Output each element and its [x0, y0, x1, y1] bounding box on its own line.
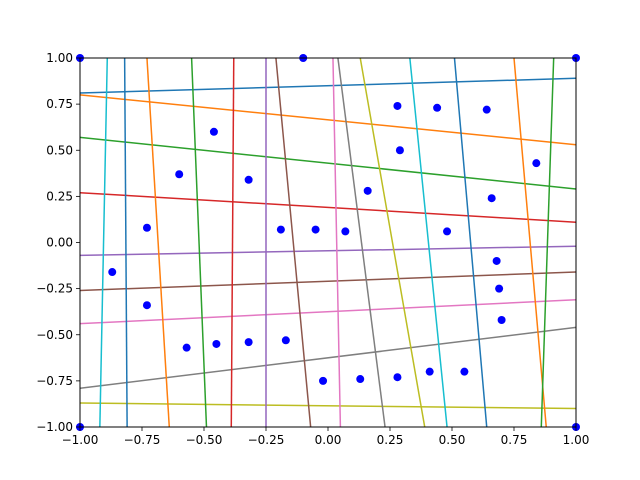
x-tick-label-8: 0.75 [501, 433, 528, 447]
scatter-point-30 [393, 373, 402, 382]
scatter-point-11 [244, 175, 253, 184]
series-line-11 [123, 58, 128, 427]
scatter-point-27 [281, 336, 290, 345]
scatter-point-23 [497, 315, 506, 324]
scatter-point-21 [495, 284, 504, 293]
series-line-16 [275, 58, 312, 427]
scatter-point-5 [433, 103, 442, 112]
y-tick-label-7: 0.50 [46, 143, 73, 157]
scatter-point-16 [311, 225, 320, 234]
series-line-22 [513, 58, 547, 427]
scatter-point-28 [319, 376, 328, 385]
scatter-point-8 [395, 146, 404, 155]
series-line-4 [80, 191, 576, 223]
series-line-5 [80, 245, 576, 257]
y-tick-label-9: 1.00 [46, 51, 73, 65]
y-tick-label-1: −1.00 [36, 420, 73, 434]
x-tick-label-9: 1.00 [563, 433, 590, 447]
scatter-point-7 [209, 127, 218, 136]
series-line-13 [190, 58, 208, 427]
y-tick-label-3: −0.50 [36, 328, 73, 342]
series-line-17 [332, 58, 342, 427]
series-line-12 [146, 58, 171, 427]
x-tick-label-3: −0.50 [186, 433, 223, 447]
scatter-point-24 [182, 343, 191, 352]
x-axis: −1.00 −0.75 −0.50 −0.25 0.00 0.25 0.50 0.75 1.00 [62, 427, 590, 447]
y-tick-label-6: 0.25 [46, 189, 73, 203]
series-lines [80, 58, 576, 427]
series-line-21 [453, 58, 488, 427]
series-line-6 [80, 271, 576, 292]
x-tick-label-5: 0.00 [315, 433, 342, 447]
y-tick-label-4: −0.25 [36, 282, 73, 296]
series-line-14 [230, 58, 235, 427]
series-line-18 [337, 58, 386, 427]
scatter-point-25 [212, 339, 221, 348]
scatter-point-26 [244, 338, 253, 347]
scatter-points [76, 54, 580, 431]
series-line-8 [80, 326, 576, 389]
scatter-point-19 [108, 268, 117, 277]
scatter-point-13 [487, 194, 496, 203]
x-tick-label-4: −0.25 [248, 433, 285, 447]
series-line-23 [540, 58, 555, 427]
y-tick-label-2: −0.75 [36, 374, 73, 388]
scatter-point-12 [363, 186, 372, 195]
scatter-point-17 [341, 227, 350, 236]
x-tick-label-1: −1.00 [62, 433, 99, 447]
plot-area [80, 58, 576, 427]
series-line-3 [80, 136, 576, 190]
scatter-point-18 [443, 227, 452, 236]
scatter-point-10 [175, 170, 184, 179]
y-tick-label-8: 0.75 [46, 97, 73, 111]
series-line-1 [80, 77, 576, 94]
scatter-point-22 [142, 301, 151, 310]
scatter-point-29 [356, 375, 365, 384]
series-line-9 [80, 402, 576, 410]
scatter-point-6 [482, 105, 491, 114]
y-tick-label-5: 0.00 [46, 236, 73, 250]
scatter-point-9 [532, 159, 541, 168]
scatter-point-15 [276, 225, 285, 234]
x-tick-label-7: 0.50 [439, 433, 466, 447]
series-line-19 [359, 58, 426, 427]
series-line-10 [99, 58, 109, 427]
scatter-point-4 [393, 101, 402, 110]
x-tick-label-6: 0.25 [377, 433, 404, 447]
series-line-20 [409, 58, 448, 427]
scatter-point-32 [460, 367, 469, 376]
scatter-point-14 [142, 223, 151, 232]
series-line-2 [80, 94, 576, 146]
x-tick-label-2: −0.75 [124, 433, 161, 447]
scatter-point-20 [492, 256, 501, 265]
y-axis: −1.00 −0.75 −0.50 −0.25 0.00 0.25 0.50 0.75 1.00 [36, 51, 80, 434]
scatter-point-31 [425, 367, 434, 376]
